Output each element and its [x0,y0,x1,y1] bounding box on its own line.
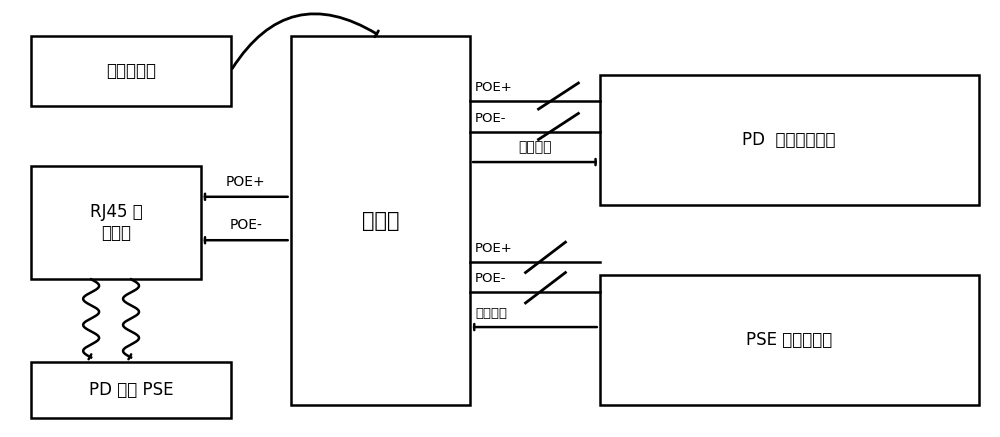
Text: POE-: POE- [475,272,507,285]
Text: PD  电源隔离模块: PD 电源隔离模块 [742,132,836,149]
Bar [31,362,231,418]
Bar [600,275,979,405]
Text: POE+: POE+ [475,242,513,255]
Text: POE-: POE- [475,112,507,125]
Text: POE+: POE+ [226,175,266,189]
Text: 适配器电源: 适配器电源 [106,62,156,80]
Text: 继电器: 继电器 [362,211,399,231]
Text: 常闭状态: 常闭状态 [518,140,552,154]
Text: RJ45 网
口插座: RJ45 网 口插座 [90,204,142,242]
Bar [600,75,979,205]
Text: PD 或者 PSE: PD 或者 PSE [89,381,173,399]
Bar [31,166,201,279]
Text: PSE 供电小模块: PSE 供电小模块 [746,331,832,349]
Text: POE-: POE- [229,218,262,232]
Text: 常闭状态: 常闭状态 [475,307,507,320]
Bar [31,36,231,106]
Bar [291,36,470,405]
Text: POE+: POE+ [475,81,513,94]
